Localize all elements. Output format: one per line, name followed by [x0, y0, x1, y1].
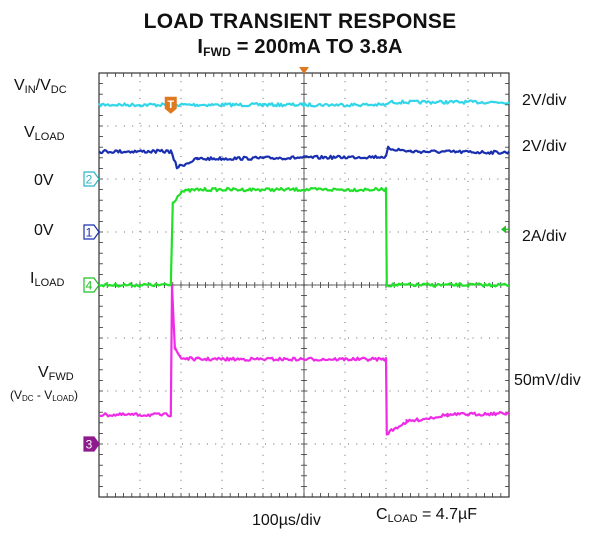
trace-vfwd [98, 284, 510, 436]
channel-3-marker: 3 [83, 436, 100, 452]
label-vload: VLOAD [24, 124, 65, 143]
channel-2-marker: 2 [83, 171, 100, 187]
trace-iload [98, 186, 510, 288]
label-iload: ILOAD [30, 270, 65, 289]
time-scale-label: 100µs/div [252, 512, 321, 529]
svg-text:2: 2 [86, 173, 93, 187]
trace-vload [98, 145, 510, 170]
scale-ch3: 2A/div [522, 228, 567, 245]
chart-subtitle: IFWD = 200mA TO 3.8A [197, 36, 403, 59]
svg-text:T: T [167, 99, 174, 111]
chart-title: LOAD TRANSIENT RESPONSE [143, 10, 457, 33]
label-vin-vdc: VIN/VDC [14, 77, 67, 96]
svg-text:1: 1 [86, 226, 93, 240]
channel-4-marker: 4 [83, 277, 100, 293]
condition-label: CLOAD = 4.7µF [376, 506, 477, 525]
svg-text:3: 3 [86, 438, 93, 452]
trigger-marker: T [164, 96, 177, 114]
scale-ch4: 50mV/div [514, 372, 581, 389]
svg-text:4: 4 [86, 279, 93, 293]
scale-ch2: 2V/div [522, 138, 567, 155]
channel-1-marker: 1 [83, 224, 100, 240]
scale-ch1: 2V/div [522, 92, 567, 109]
label-vfwd: VFWD [38, 364, 74, 383]
label-zero-a: 0V [34, 172, 54, 189]
horizontal-position-marker [299, 67, 309, 74]
trigger-level-arrow [501, 225, 506, 234]
label-zero-b: 0V [34, 222, 54, 239]
label-vfwd-note: (VDC - VLOAD) [10, 388, 79, 403]
